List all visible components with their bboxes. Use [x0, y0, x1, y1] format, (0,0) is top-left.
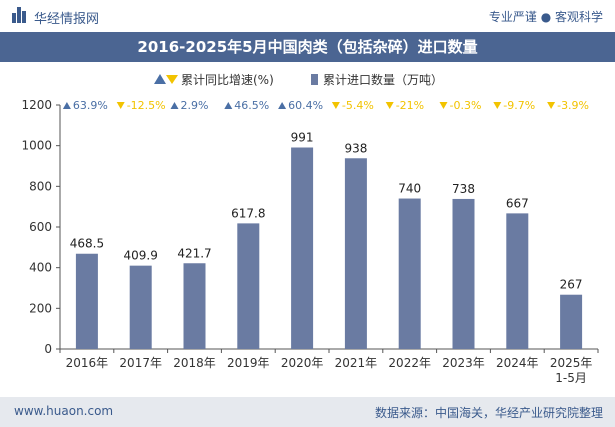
- growth-down-icon: [331, 102, 340, 109]
- y-tick-label: 1000: [21, 139, 52, 153]
- bar-value-label: 938: [344, 141, 367, 155]
- bar-value-label: 617.8: [231, 206, 265, 220]
- growth-row: 63.9% -12.5% 2.9% 46.5% 60.4% -5.4% -21% -0.3% -…: [62, 99, 589, 112]
- x-tick-label: 2023年: [442, 356, 485, 370]
- footer-source: 数据来源：中国海关，华经产业研究院整理: [374, 406, 603, 420]
- logo-icon: [12, 7, 26, 23]
- x-labels: 2016年 2017年 2018年 2019年 2020年 2021年 2022年 2023年…: [66, 356, 593, 385]
- growth-up-icon: [170, 102, 179, 109]
- bar: [398, 198, 421, 349]
- growth-down-icon: [439, 102, 448, 109]
- y-tick-label: 200: [29, 301, 52, 315]
- bar: [183, 263, 206, 349]
- bar-value-label: 740: [398, 182, 421, 196]
- bar-value-label: 267: [560, 278, 583, 292]
- growth-label: -12.5%: [127, 99, 166, 112]
- bar-value-label: 468.5: [70, 237, 104, 251]
- x-tick-label: 2022年: [388, 356, 431, 370]
- bar-value-label: 409.9: [124, 249, 158, 263]
- bar: [75, 253, 98, 349]
- growth-label: 60.4%: [288, 99, 323, 112]
- growth-label: 46.5%: [234, 99, 269, 112]
- bar: [452, 198, 475, 349]
- growth-down-icon: [547, 102, 556, 109]
- chart-title: 2016-2025年5月中国肉类（包括杂碎）进口数量: [0, 32, 615, 62]
- bar: [237, 223, 260, 349]
- growth-label: -21%: [396, 99, 424, 112]
- x-tick-label: 2025年 1-5月: [550, 356, 593, 385]
- x-tick-label: 2024年: [496, 356, 539, 370]
- top-bar: 华经情报网 专业严谨 ● 客观科学: [0, 0, 615, 32]
- y-tick-label: 1200: [21, 98, 52, 112]
- x-tick-label: 2018年: [173, 356, 216, 370]
- growth-down-icon: [385, 102, 394, 109]
- growth-label: 2.9%: [181, 99, 209, 112]
- x-tick-label: 2019年: [227, 356, 270, 370]
- bar: [506, 213, 529, 349]
- growth-label: 63.9%: [73, 99, 108, 112]
- x-tick-label: 2020年: [281, 356, 324, 370]
- growth-label: -5.4%: [342, 99, 374, 112]
- legend-bar-label: 累计进口数量（万吨）: [323, 72, 443, 87]
- footer-url: www.huaon.com: [14, 404, 114, 418]
- growth-up-icon: [62, 102, 71, 109]
- bar: [344, 158, 367, 349]
- footer: www.huaon.com 数据来源：中国海关，华经产业研究院整理: [0, 397, 615, 427]
- x-tick-label: 2017年: [119, 356, 162, 370]
- growth-up-icon: [278, 102, 287, 109]
- bar: [560, 294, 583, 349]
- site-name: 华经情报网: [34, 12, 100, 27]
- growth-down-icon: [493, 102, 502, 109]
- bar: [291, 147, 314, 349]
- bar-value-label: 667: [506, 196, 529, 210]
- y-tick-label: 600: [29, 220, 52, 234]
- growth-label: -3.9%: [557, 99, 589, 112]
- x-tick-label: 2016年: [66, 356, 109, 370]
- y-tick-label: 400: [29, 261, 52, 275]
- bar-value-label: 738: [452, 182, 475, 196]
- bars: 468.5 409.9 421.7 617.8 991 938 740 738 667 267: [70, 130, 583, 349]
- growth-down-icon: [116, 102, 125, 109]
- bar-value-label: 421.7: [177, 246, 211, 260]
- growth-up-icon: [224, 102, 233, 109]
- bar: [129, 265, 152, 349]
- tagline: 专业严谨 ● 客观科学: [488, 10, 603, 24]
- x-tick-label: 2021年: [335, 356, 378, 370]
- y-tick-label: 800: [29, 179, 52, 193]
- growth-label: -0.3%: [450, 99, 482, 112]
- bar-value-label: 991: [291, 130, 314, 144]
- legend-bar-icon: [311, 74, 318, 85]
- legend-growth-down-icon: [166, 75, 178, 84]
- y-tick-label: 0: [44, 342, 52, 356]
- legend-growth-up-icon: [154, 74, 166, 84]
- legend: 累计同比增速(%) 累计进口数量（万吨）: [154, 72, 443, 87]
- growth-label: -9.7%: [503, 99, 535, 112]
- bar-chart: 累计同比增速(%) 累计进口数量（万吨） 63.9% -12.5% 2.9% 46.5%…: [21, 72, 599, 385]
- legend-growth-label: 累计同比增速(%): [181, 73, 274, 87]
